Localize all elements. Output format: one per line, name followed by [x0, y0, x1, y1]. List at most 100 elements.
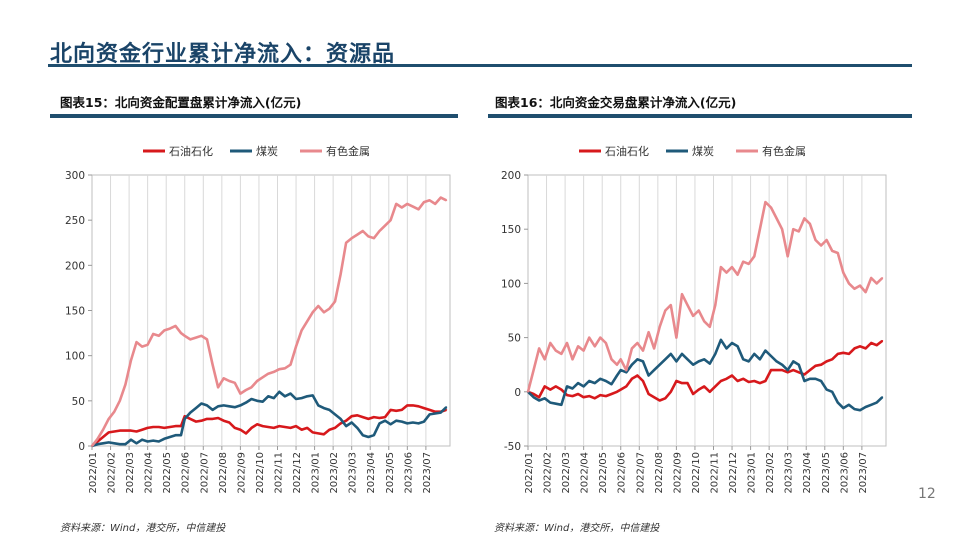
- left-series-2-point-3: [107, 418, 110, 420]
- left-series-1-point-6: [124, 443, 127, 446]
- right-series-1-point-34: [714, 353, 717, 355]
- left-series-0-point-49: [361, 416, 364, 418]
- right-series-2-point-61: [864, 291, 867, 293]
- right-series-1-point-57: [842, 407, 845, 409]
- left-series-0-point-9: [141, 428, 143, 431]
- right-series-1-point-43: [764, 349, 767, 352]
- left-series-1-point-14: [169, 436, 171, 438]
- left-x-tick-label-7: 2022/08: [218, 452, 229, 494]
- left-series-1-point-10: [146, 440, 149, 443]
- right-series-0-point-55: [831, 358, 834, 361]
- left-series-2-point-52: [378, 230, 381, 232]
- left-series-2-point-6: [124, 383, 127, 386]
- right-series-0-point-28: [681, 382, 683, 384]
- right-series-1-point-6: [560, 403, 563, 406]
- right-x-tick-label-18: 2023/07: [858, 452, 869, 494]
- left-series-1-point-61: [428, 413, 431, 416]
- right-series-1-point-42: [759, 358, 761, 361]
- right-series-1-point-31: [697, 360, 700, 363]
- left-series-2-point-8: [135, 341, 138, 343]
- right-series-2-point-11: [588, 336, 591, 339]
- left-series-1-point-18: [189, 411, 192, 414]
- left-series-2-point-55: [395, 203, 398, 205]
- right-series-2-point-42: [759, 228, 761, 231]
- right-series-2-point-31: [697, 309, 700, 312]
- left-series-2-point-12: [157, 334, 160, 337]
- right-y-tick-label-0: -50: [504, 441, 521, 453]
- left-series-2-point-5: [118, 399, 121, 402]
- left-series-2-point-54: [389, 219, 392, 222]
- left-series-0-point-31: [261, 425, 264, 427]
- right-series-2-point-50: [803, 217, 806, 220]
- right-series-0-point-42: [759, 382, 761, 384]
- left-series-2-point-37: [295, 345, 297, 348]
- left-series-0-point-36: [289, 427, 292, 429]
- left-series-0-point-50: [367, 418, 370, 420]
- left-series-2-point-18: [189, 338, 192, 341]
- right-series-0-point-49: [797, 371, 800, 374]
- right-series-0-point-10: [582, 396, 585, 399]
- left-series-0-point-64: [445, 409, 448, 411]
- right-series-2-point-64: [881, 277, 884, 279]
- left-series-2-point-60: [423, 201, 425, 203]
- left-series-2-point-33: [272, 371, 275, 373]
- right-x-tick-label-17: 2023/06: [839, 452, 850, 494]
- right-series-1-point-46: [781, 363, 783, 366]
- left-series-line-2: [90, 196, 447, 447]
- right-series-0-point-1: [532, 393, 535, 395]
- right-series-1-point-61: [864, 406, 867, 408]
- right-series-1-point-8: [571, 387, 574, 390]
- right-series-2-point-28: [681, 293, 683, 296]
- right-series-0-point-45: [775, 369, 778, 371]
- right-series-0-point-47: [786, 371, 789, 374]
- right-series-1-point-22: [647, 374, 650, 377]
- right-series-1-point-64: [881, 396, 884, 399]
- left-series-2-point-10: [146, 343, 149, 346]
- source-note-right: 资料来源：Wind，港交所，中信建投: [494, 523, 660, 534]
- left-series-1-point-51: [373, 434, 375, 437]
- right-series-1-point-35: [720, 338, 722, 341]
- right-series-2-point-39: [742, 260, 745, 263]
- left-series-2-point-50: [367, 235, 370, 238]
- right-series-1-point-1: [532, 396, 535, 399]
- left-y-tick-label-3: 150: [65, 306, 85, 318]
- left-series-1-point-12: [157, 440, 160, 443]
- left-series-2-point-20: [200, 334, 203, 337]
- right-series-0-point-38: [736, 380, 739, 382]
- title-underline: [48, 64, 912, 67]
- left-series-2-point-28: [245, 389, 247, 391]
- left-series-0-point-8: [135, 430, 138, 433]
- left-x-tick-label-8: 2022/09: [236, 452, 247, 494]
- right-x-tick-label-16: 2023/05: [821, 452, 832, 494]
- left-series-1: [91, 390, 448, 448]
- right-series-0-point-56: [836, 353, 839, 355]
- right-series-1-point-45: [775, 360, 778, 363]
- left-x-tick-label-3: 2022/04: [144, 452, 155, 494]
- left-x-tick-label-15: 2023/04: [366, 452, 377, 494]
- left-series-2-point-13: [163, 329, 166, 332]
- left-series-0-point-53: [384, 416, 386, 418]
- left-series-2-point-16: [180, 332, 182, 334]
- left-series-2-point-39: [306, 320, 309, 323]
- right-series-1-point-58: [848, 403, 850, 406]
- left-series-0-point-5: [118, 429, 121, 432]
- left-series-0-point-25: [228, 421, 231, 424]
- chart-rule-left: [50, 114, 458, 118]
- left-series-0-point-52: [378, 417, 381, 419]
- left-series-0-point-14: [169, 426, 171, 428]
- right-series-2-point-27: [675, 336, 678, 339]
- left-x-tick-label-12: 2023/01: [311, 452, 322, 494]
- left-x-tick-label-14: 2023/03: [348, 452, 359, 494]
- left-series-0-point-12: [157, 426, 160, 428]
- right-series-line-1: [527, 338, 884, 412]
- right-series-0-point-58: [848, 353, 850, 355]
- right-series-2-point-25: [664, 309, 667, 312]
- right-series-1-point-47: [786, 369, 789, 371]
- left-series-1-point-34: [278, 390, 281, 393]
- right-legend-label-2: 有色金属: [762, 144, 806, 158]
- right-series-0-point-21: [642, 380, 644, 382]
- right-series-1-point-7: [566, 385, 568, 388]
- left-series-2-point-46: [345, 241, 347, 244]
- left-series-1-point-42: [323, 407, 325, 409]
- right-series-1-point-13: [599, 377, 602, 380]
